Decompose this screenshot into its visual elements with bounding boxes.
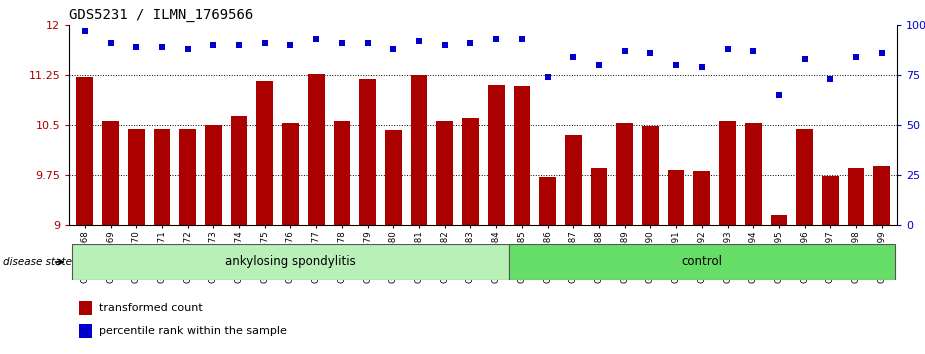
Bar (230, 116, 247, 225)
Bar (771, 215, 787, 225)
Point (540, 74, 555, 80)
Point (438, 42, 452, 48)
Point (771, 92, 786, 98)
Bar (668, 170, 684, 225)
Bar (720, 121, 736, 225)
Bar (642, 126, 659, 225)
Bar (359, 79, 376, 225)
Point (154, 44, 169, 50)
Point (257, 40, 272, 46)
Text: transformed count: transformed count (99, 303, 203, 313)
Point (669, 62, 684, 68)
Bar (256, 81, 273, 225)
Bar (539, 177, 556, 225)
Bar (205, 125, 222, 225)
Bar (591, 168, 608, 225)
Point (566, 54, 581, 59)
Point (592, 62, 607, 68)
Point (360, 40, 375, 46)
Bar (79, 324, 92, 338)
Bar (179, 129, 196, 225)
Point (823, 76, 838, 82)
Text: GDS5231 / ILMN_1769566: GDS5231 / ILMN_1769566 (69, 8, 253, 22)
Bar (102, 121, 119, 225)
Point (721, 46, 735, 52)
Bar (282, 124, 299, 225)
Text: disease state: disease state (3, 257, 72, 267)
Point (874, 50, 889, 56)
Point (206, 42, 221, 48)
Point (514, 36, 529, 42)
Point (231, 42, 246, 48)
Bar (462, 118, 479, 225)
Point (463, 40, 478, 46)
Bar (77, 77, 93, 225)
Point (617, 48, 632, 53)
Point (129, 44, 143, 50)
Point (335, 40, 350, 46)
Bar (513, 86, 530, 225)
Bar (334, 121, 351, 225)
Point (488, 36, 503, 42)
Bar (487, 85, 504, 225)
Bar (847, 168, 865, 225)
Point (78, 28, 92, 34)
Point (797, 56, 812, 62)
Text: ankylosing spondylitis: ankylosing spondylitis (225, 256, 356, 268)
Bar (128, 130, 144, 225)
Bar (873, 166, 890, 225)
Point (180, 46, 195, 52)
Bar (745, 124, 761, 225)
Bar (411, 75, 427, 225)
Bar (822, 176, 839, 225)
Bar (308, 74, 325, 225)
Bar (437, 121, 453, 225)
Text: percentile rank within the sample: percentile rank within the sample (99, 326, 287, 336)
Point (643, 50, 658, 56)
Point (746, 48, 760, 53)
Bar (694, 171, 710, 225)
Bar (616, 124, 633, 225)
Bar (79, 301, 92, 315)
Bar (509, 244, 894, 280)
Bar (796, 130, 813, 225)
Point (309, 36, 324, 42)
Bar (154, 130, 170, 225)
Point (386, 46, 401, 52)
Bar (385, 130, 401, 225)
Point (283, 42, 298, 48)
Point (849, 54, 864, 59)
Bar (72, 244, 509, 280)
Point (695, 64, 709, 70)
Text: control: control (682, 256, 722, 268)
Point (103, 40, 117, 46)
Bar (565, 135, 582, 225)
Point (412, 38, 426, 44)
